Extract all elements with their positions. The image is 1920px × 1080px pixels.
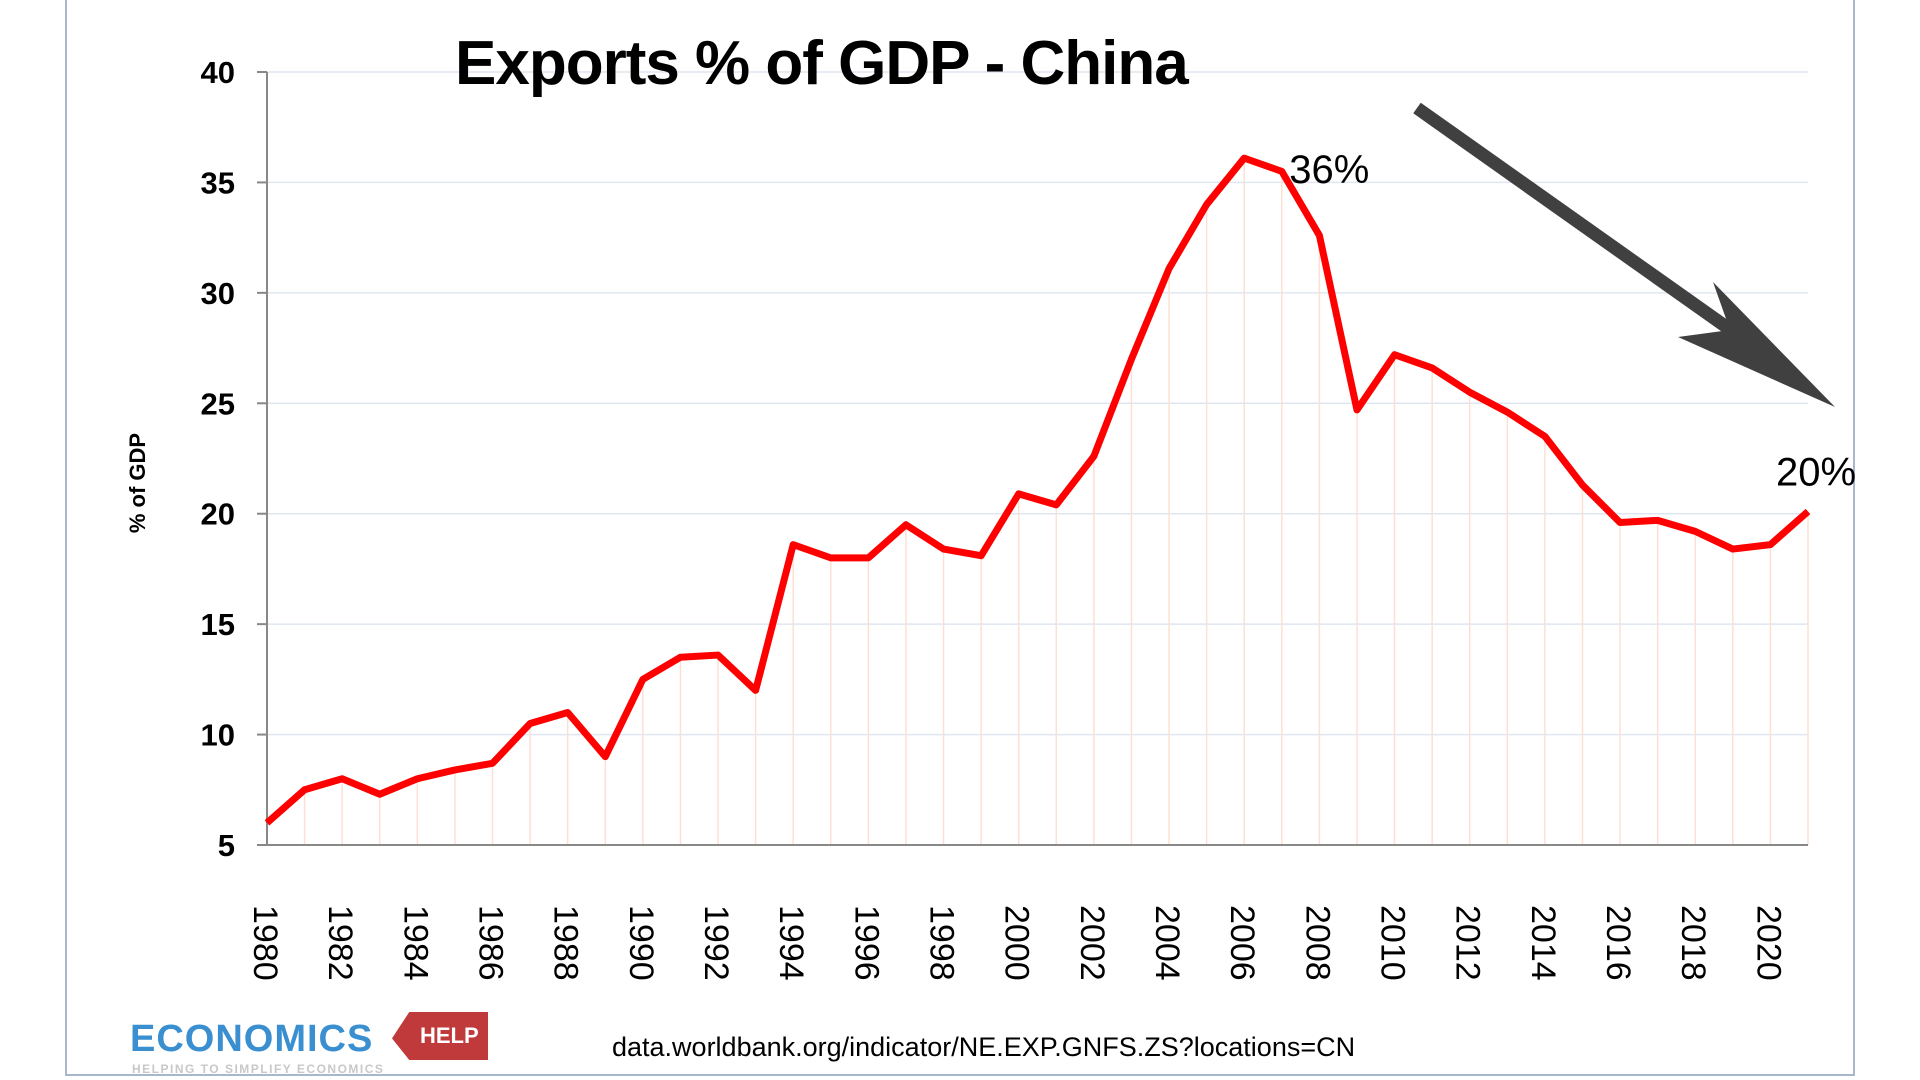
y-tick-label: 35 <box>201 165 235 200</box>
annotations: 36% 20% <box>1289 148 1856 494</box>
x-tick-label: 1988 <box>547 905 585 981</box>
x-tick-label: 2002 <box>1073 905 1111 981</box>
x-tick-label: 1994 <box>772 905 810 981</box>
x-tick-label: 2018 <box>1674 905 1712 981</box>
x-tick-label: 2008 <box>1298 905 1336 981</box>
x-tick-label: 1980 <box>246 905 284 981</box>
x-tick-label: 2012 <box>1449 905 1487 981</box>
x-tick-label: 2010 <box>1374 905 1412 981</box>
x-tick-label: 1986 <box>472 905 510 981</box>
x-tick-label: 1996 <box>847 905 885 981</box>
logo-tag: HELP <box>392 1012 488 1060</box>
x-tick-label: 2020 <box>1749 905 1787 981</box>
x-tick-label: 2000 <box>998 905 1036 981</box>
axes <box>257 71 1808 846</box>
arrow-head-icon <box>1678 282 1835 407</box>
y-tick-label: 30 <box>201 276 235 311</box>
x-tick-label: 1990 <box>622 905 660 981</box>
x-tick-label: 1984 <box>396 905 434 981</box>
y-tick-label: 10 <box>201 718 235 753</box>
annotation-label: 20% <box>1776 451 1856 495</box>
y-tick-label: 20 <box>201 497 235 532</box>
tick-labels: 5 10 15 20 25 30 35 40 1980 1982 1984 1986 1988 1990 1… <box>201 55 1788 981</box>
series-line <box>264 154 1811 826</box>
y-tick-label: 25 <box>201 386 235 421</box>
series-line <box>264 154 1811 826</box>
trend-arrow <box>1413 102 1835 407</box>
economics-help-logo: ECONOMICS HELP HELPING TO SIMPLIFY ECONO… <box>130 1012 500 1078</box>
annotation-label: 36% <box>1289 148 1369 192</box>
source-text: data.worldbank.org/indicator/NE.EXP.GNFS… <box>612 1032 1356 1062</box>
y-tick-label: 40 <box>201 55 235 90</box>
chart-frame <box>65 0 1855 1076</box>
y-tick-label: 5 <box>218 828 235 863</box>
x-tick-label: 2006 <box>1223 905 1261 981</box>
y-tick-label: 15 <box>201 607 235 642</box>
logo-tagline: HELPING TO SIMPLIFY ECONOMICS <box>132 1062 385 1076</box>
x-tick-label: 2014 <box>1524 905 1562 981</box>
x-tick-label: 2004 <box>1148 905 1186 981</box>
x-tick-label: 1998 <box>923 905 961 981</box>
x-tick-label: 1982 <box>321 905 359 981</box>
gridlines <box>267 71 1808 736</box>
drop-lines <box>266 158 1809 845</box>
x-tick-label: 1992 <box>697 905 735 981</box>
y-axis-label: % of GDP <box>125 432 150 534</box>
x-tick-label: 2016 <box>1599 905 1637 981</box>
chart-title: Exports % of GDP - China <box>455 29 1189 98</box>
logo-text: ECONOMICS <box>130 1018 374 1060</box>
